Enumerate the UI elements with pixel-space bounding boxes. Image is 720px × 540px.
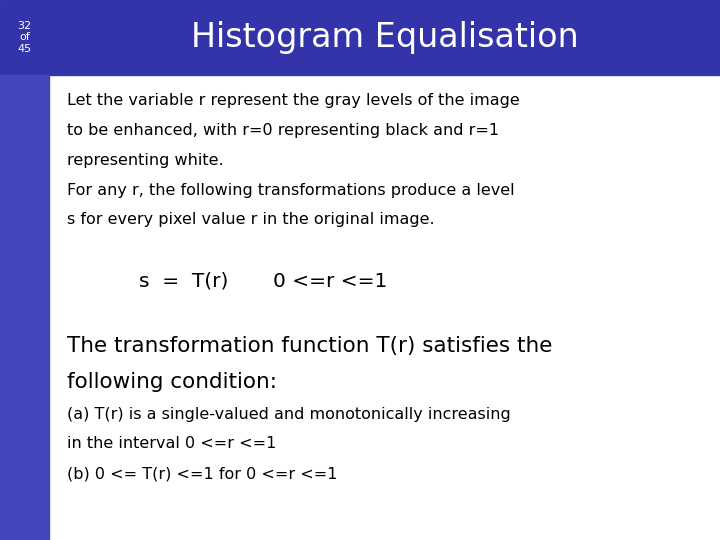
- Text: s  =  T(r)       0 <=r <=1: s = T(r) 0 <=r <=1: [139, 272, 387, 291]
- Text: (a) T(r) is a single-valued and monotonically increasing: (a) T(r) is a single-valued and monotoni…: [67, 407, 510, 422]
- Text: Let the variable r represent the gray levels of the image: Let the variable r represent the gray le…: [67, 93, 520, 109]
- Text: The transformation function T(r) satisfies the: The transformation function T(r) satisfi…: [67, 336, 552, 356]
- Text: For any r, the following transformations produce a level: For any r, the following transformations…: [67, 183, 515, 198]
- Text: Histogram Equalisation: Histogram Equalisation: [191, 21, 578, 54]
- Bar: [0, 0, 720, 75]
- Text: s for every pixel value r in the original image.: s for every pixel value r in the origina…: [67, 212, 435, 227]
- Text: (b) 0 <= T(r) <=1 for 0 <=r <=1: (b) 0 <= T(r) <=1 for 0 <=r <=1: [67, 466, 338, 481]
- Text: to be enhanced, with r=0 representing black and r=1: to be enhanced, with r=0 representing bl…: [67, 123, 499, 138]
- Text: 32
of
45: 32 of 45: [17, 21, 32, 54]
- Text: representing white.: representing white.: [67, 153, 224, 168]
- Text: following condition:: following condition:: [67, 372, 277, 392]
- Bar: [0, 75, 49, 540]
- Text: in the interval 0 <=r <=1: in the interval 0 <=r <=1: [67, 436, 276, 451]
